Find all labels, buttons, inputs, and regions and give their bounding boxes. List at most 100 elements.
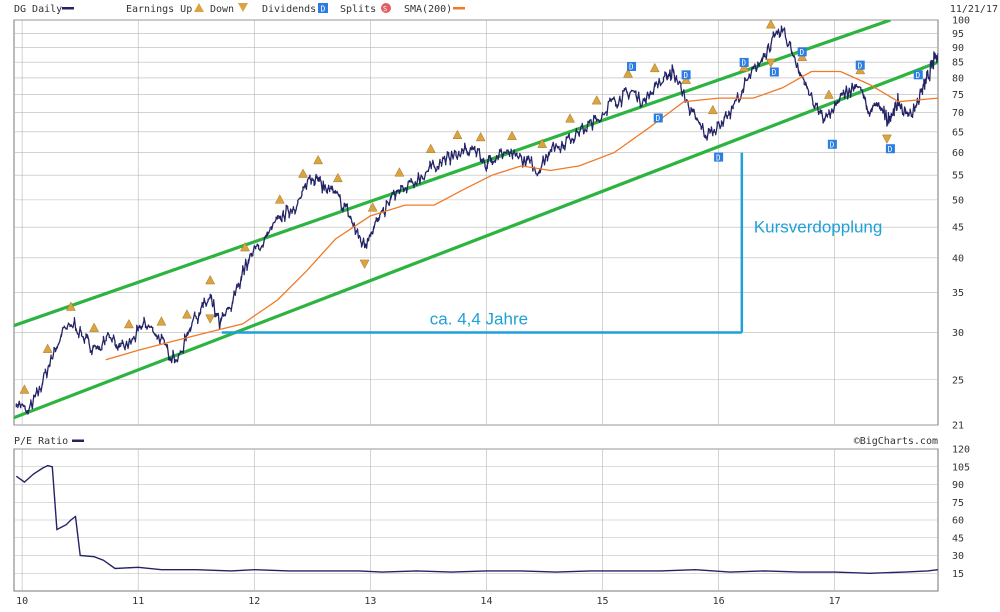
dividend-marker-glyph: D bbox=[830, 140, 835, 149]
earnings-up-marker bbox=[649, 62, 660, 73]
price-y-tick-label: 40 bbox=[952, 253, 964, 264]
pe-series-label: P/E Ratio bbox=[14, 436, 68, 447]
dividend-marker-glyph: D bbox=[858, 61, 863, 70]
pe-y-tick-label: 45 bbox=[952, 533, 964, 544]
dividend-marker-glyph: D bbox=[656, 114, 661, 123]
split-icon-glyph: S bbox=[383, 5, 387, 13]
dividend-marker bbox=[855, 60, 865, 70]
pe-y-tick-label: 30 bbox=[952, 551, 964, 562]
dividend-marker bbox=[653, 113, 663, 123]
pe-y-axis: 15 30 45 60 75 90 105 120 bbox=[952, 445, 970, 580]
price-y-tick-label: 45 bbox=[952, 223, 964, 234]
dividend-marker bbox=[681, 70, 691, 80]
dividend-marker-glyph: D bbox=[629, 63, 634, 72]
pe-y-tick-label: 75 bbox=[952, 498, 964, 509]
pe-y-tick-label: 105 bbox=[952, 462, 970, 473]
earnings-up-marker bbox=[707, 104, 718, 115]
dividend-marker-glyph: D bbox=[916, 71, 921, 80]
dividend-marker bbox=[913, 70, 923, 80]
earnings-up-marker bbox=[65, 301, 76, 311]
x-tick-label: 14 bbox=[480, 596, 492, 607]
earnings-up-marker bbox=[823, 89, 834, 99]
pe-panel: P/E Ratio ©BigCharts.com 15 30 45 60 75 90 105… bbox=[13, 436, 970, 607]
price-y-tick-label: 35 bbox=[952, 288, 964, 299]
price-y-tick-label: 21 bbox=[952, 421, 964, 432]
price-y-tick-label: 80 bbox=[952, 73, 964, 84]
earnings-down-marker bbox=[359, 259, 370, 269]
earnings-up-marker bbox=[313, 154, 324, 165]
dividend-marker bbox=[827, 139, 837, 149]
dividend-marker-glyph: D bbox=[800, 48, 805, 57]
sma-line-icon bbox=[453, 7, 465, 10]
price-grid bbox=[14, 19, 938, 426]
pe-y-tick-label: 60 bbox=[952, 516, 964, 527]
price-y-tick-label: 95 bbox=[952, 29, 964, 40]
price-y-tick-label: 75 bbox=[952, 90, 964, 101]
pe-ratio-line bbox=[15, 464, 939, 575]
legend-earnings-up-label: Earnings Up bbox=[126, 4, 192, 15]
price-y-tick-label: 65 bbox=[952, 127, 964, 138]
earnings-up-marker bbox=[765, 20, 776, 29]
dividend-marker-glyph: D bbox=[772, 68, 777, 77]
legend-sma-label: SMA(200) bbox=[404, 4, 452, 15]
event-markers: D D D D D D D D D D D bbox=[19, 20, 923, 394]
split-icon bbox=[381, 3, 391, 13]
earnings-up-marker bbox=[394, 167, 405, 177]
annotation-bracket bbox=[221, 152, 744, 334]
dividend-icon-glyph: D bbox=[321, 5, 326, 14]
lower-channel-line bbox=[14, 60, 938, 420]
dividend-marker bbox=[739, 57, 749, 67]
earnings-up-marker bbox=[274, 194, 285, 204]
x-tick-label: 16 bbox=[713, 596, 725, 607]
earnings-up-marker bbox=[565, 113, 575, 123]
price-line bbox=[15, 25, 938, 415]
dividend-marker bbox=[769, 67, 779, 77]
dividend-marker bbox=[627, 61, 637, 71]
dividend-marker-glyph: D bbox=[888, 145, 893, 154]
x-tick-label: 15 bbox=[597, 596, 609, 607]
dividend-marker-glyph: D bbox=[742, 59, 747, 68]
x-tick-label: 17 bbox=[829, 596, 841, 607]
price-plot-area: D D D D D D D D D D D bbox=[14, 20, 938, 420]
price-y-tick-label: 100 bbox=[952, 16, 970, 27]
price-line-icon bbox=[62, 7, 74, 10]
legend-earnings-down-label: Down bbox=[210, 4, 234, 15]
earnings-up-marker bbox=[537, 138, 548, 148]
earnings-up-marker bbox=[156, 316, 167, 326]
dividend-icon bbox=[318, 3, 328, 13]
earnings-down-marker bbox=[205, 314, 216, 324]
earnings-up-marker bbox=[19, 384, 30, 394]
price-y-tick-label: 70 bbox=[952, 108, 964, 119]
earnings-down-marker bbox=[765, 58, 776, 68]
chart-header: DG Daily Earnings Up Down Dividends D Sp… bbox=[14, 3, 998, 15]
legend-splits-label: Splits bbox=[340, 4, 376, 15]
x-tick-label: 10 bbox=[16, 596, 28, 607]
earnings-up-marker bbox=[425, 143, 436, 153]
source-credit: ©BigCharts.com bbox=[854, 436, 938, 447]
horizontal-annotation-label: ca. 4,4 Jahre bbox=[430, 309, 528, 328]
earnings-up-marker bbox=[367, 202, 378, 212]
earnings-up-marker bbox=[797, 51, 808, 61]
price-y-tick-label: 50 bbox=[952, 195, 964, 206]
dividend-marker-glyph: D bbox=[684, 71, 689, 80]
earnings-up-marker bbox=[855, 64, 866, 75]
pe-series-group bbox=[15, 464, 939, 575]
earnings-up-marker bbox=[452, 129, 463, 140]
earnings-up-marker bbox=[42, 343, 53, 353]
pe-grid bbox=[14, 448, 938, 591]
price-y-tick-label: 60 bbox=[952, 148, 964, 159]
earnings-up-marker bbox=[475, 131, 486, 142]
pe-y-tick-label: 120 bbox=[952, 445, 970, 456]
earnings-up-marker bbox=[240, 242, 250, 252]
dividend-marker bbox=[714, 152, 724, 162]
price-y-tick-label: 90 bbox=[952, 43, 964, 54]
price-y-tick-label: 55 bbox=[952, 171, 964, 182]
pe-y-tick-label: 15 bbox=[952, 569, 964, 580]
x-axis: 10 11 12 13 14 15 16 17 bbox=[16, 596, 841, 607]
earnings-up-marker bbox=[89, 322, 100, 332]
pe-y-tick-label: 90 bbox=[952, 480, 964, 491]
earnings-up-marker bbox=[507, 130, 517, 140]
earnings-up-marker bbox=[739, 62, 750, 72]
